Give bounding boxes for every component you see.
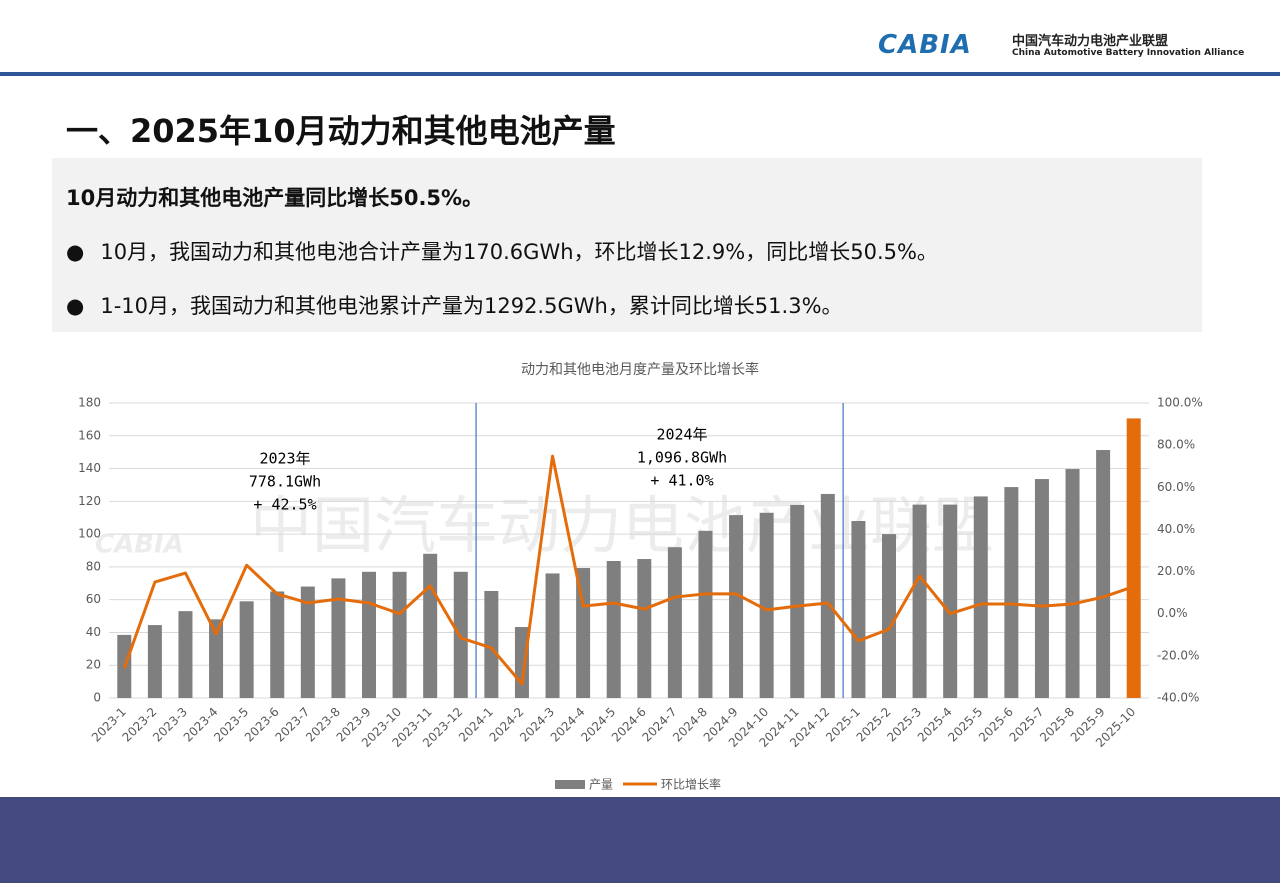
logo: CABIA xyxy=(878,30,972,60)
y2-tick-label: 20.0% xyxy=(1157,564,1195,578)
bar xyxy=(820,493,835,698)
annotation: 778.1GWh xyxy=(249,473,321,491)
slide-title: 一、2025年10月动力和其他电池产量 xyxy=(66,112,616,150)
bullet: 1-10月，我国动力和其他电池累计产量为1292.5GWh，累计同比增长51.3… xyxy=(66,290,842,320)
headline: 10月动力和其他电池产量同比增长50.5%。 xyxy=(66,186,484,210)
bar xyxy=(239,601,254,698)
y-tick-label: 120 xyxy=(78,494,101,508)
footer-band xyxy=(0,797,1280,883)
bar xyxy=(698,530,713,698)
bar xyxy=(667,547,682,698)
legend-label: 产量 xyxy=(589,778,613,792)
bullet: 10月，我国动力和其他电池合计产量为170.6GWh，环比增长12.9%，同比增… xyxy=(66,236,938,266)
annotation: 2024年 xyxy=(656,426,707,444)
bar xyxy=(362,571,376,698)
bar xyxy=(882,534,896,698)
annotation: 2023年 xyxy=(259,450,310,468)
org-name-en: China Automotive Battery Innovation Alli… xyxy=(1012,48,1245,58)
bar xyxy=(606,560,621,698)
chart-title: 动力和其他电池月度产量及环比增长率 xyxy=(521,361,759,378)
bar xyxy=(1065,469,1080,698)
bar xyxy=(423,553,438,698)
y-tick-label: 60 xyxy=(86,592,101,606)
bar xyxy=(392,571,407,698)
y-tick-label: 180 xyxy=(78,396,101,410)
line xyxy=(122,454,1135,686)
y2-tick-label: 80.0% xyxy=(1157,438,1195,452)
org-name: 中国汽车动力电池产业联盟 xyxy=(1012,34,1169,49)
chart: 动力和其他电池月度产量及环比增长率 中国汽车动力电池产业联盟CABIA02040… xyxy=(78,361,1203,792)
bar xyxy=(300,586,315,698)
bar xyxy=(1034,479,1049,698)
annotation: + 42.5% xyxy=(253,496,316,514)
bar xyxy=(973,496,988,698)
y-tick-label: 140 xyxy=(78,461,101,475)
bar xyxy=(759,512,774,698)
y2-tick-label: 40.0% xyxy=(1157,522,1195,536)
bar xyxy=(790,504,805,698)
bar xyxy=(637,559,652,698)
legend-label: 环比增长率 xyxy=(661,777,721,792)
y-tick-label: 80 xyxy=(86,559,101,573)
y2-tick-label: -20.0% xyxy=(1157,648,1199,662)
bar xyxy=(576,568,591,698)
bar xyxy=(851,521,866,698)
y2-tick-label: 60.0% xyxy=(1157,480,1195,494)
y2-tick-label: -40.0% xyxy=(1157,691,1199,705)
summary-box: 10月动力和其他电池产量同比增长50.5%。 10月，我国动力和其他电池合计产量… xyxy=(52,158,1202,332)
bar xyxy=(178,611,193,698)
bar xyxy=(453,571,468,698)
bar xyxy=(484,590,499,698)
y-tick-label: 40 xyxy=(86,625,101,639)
bar xyxy=(1096,450,1111,698)
bar xyxy=(545,573,560,698)
bar xyxy=(147,625,162,698)
bar xyxy=(270,591,285,698)
y-tick-label: 20 xyxy=(86,658,101,672)
y2-tick-label: 0.0% xyxy=(1157,606,1188,620)
bar xyxy=(943,504,958,698)
annotation: 1,096.8GWh xyxy=(637,449,727,467)
bar xyxy=(209,619,224,698)
y-tick-label: 100 xyxy=(78,527,101,541)
bar xyxy=(912,504,927,698)
legend-swatch xyxy=(555,780,585,789)
bar xyxy=(729,515,744,698)
y2-tick-label: 100.0% xyxy=(1157,396,1203,410)
y-tick-label: 0 xyxy=(93,691,101,705)
bar xyxy=(1004,487,1019,698)
bar xyxy=(1126,418,1141,698)
bar xyxy=(331,578,346,698)
annotation: + 41.0% xyxy=(650,472,713,490)
header: CABIA 中国汽车动力电池产业联盟 China Automotive Batt… xyxy=(0,0,1280,76)
y-tick-label: 160 xyxy=(78,428,101,442)
